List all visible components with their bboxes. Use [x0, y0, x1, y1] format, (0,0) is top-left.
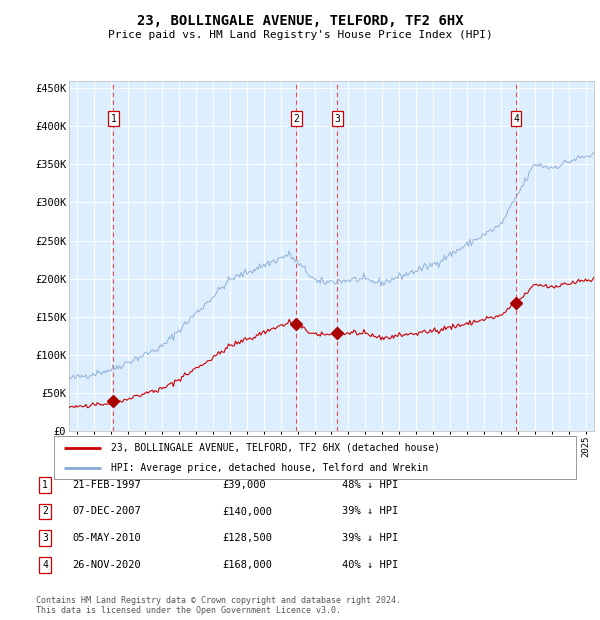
Text: 40% ↓ HPI: 40% ↓ HPI — [342, 560, 398, 570]
Text: 23, BOLLINGALE AVENUE, TELFORD, TF2 6HX: 23, BOLLINGALE AVENUE, TELFORD, TF2 6HX — [137, 14, 463, 28]
Text: 48% ↓ HPI: 48% ↓ HPI — [342, 480, 398, 490]
Text: 26-NOV-2020: 26-NOV-2020 — [72, 560, 141, 570]
Text: 4: 4 — [513, 113, 519, 123]
Text: 21-FEB-1997: 21-FEB-1997 — [72, 480, 141, 490]
Text: 2: 2 — [293, 113, 299, 123]
Text: £140,000: £140,000 — [222, 507, 272, 516]
Text: 3: 3 — [42, 533, 48, 543]
Text: £39,000: £39,000 — [222, 480, 266, 490]
Text: 39% ↓ HPI: 39% ↓ HPI — [342, 533, 398, 543]
Text: 23, BOLLINGALE AVENUE, TELFORD, TF2 6HX (detached house): 23, BOLLINGALE AVENUE, TELFORD, TF2 6HX … — [112, 443, 440, 453]
Text: 05-MAY-2010: 05-MAY-2010 — [72, 533, 141, 543]
Text: 1: 1 — [42, 480, 48, 490]
Text: 39% ↓ HPI: 39% ↓ HPI — [342, 507, 398, 516]
Text: 2: 2 — [42, 507, 48, 516]
Text: £128,500: £128,500 — [222, 533, 272, 543]
Text: HPI: Average price, detached house, Telford and Wrekin: HPI: Average price, detached house, Telf… — [112, 463, 428, 473]
Text: 3: 3 — [334, 113, 340, 123]
Text: Price paid vs. HM Land Registry's House Price Index (HPI): Price paid vs. HM Land Registry's House … — [107, 30, 493, 40]
Text: Contains HM Land Registry data © Crown copyright and database right 2024.
This d: Contains HM Land Registry data © Crown c… — [36, 596, 401, 615]
Text: £168,000: £168,000 — [222, 560, 272, 570]
Text: 07-DEC-2007: 07-DEC-2007 — [72, 507, 141, 516]
Text: 1: 1 — [110, 113, 116, 123]
Text: 4: 4 — [42, 560, 48, 570]
